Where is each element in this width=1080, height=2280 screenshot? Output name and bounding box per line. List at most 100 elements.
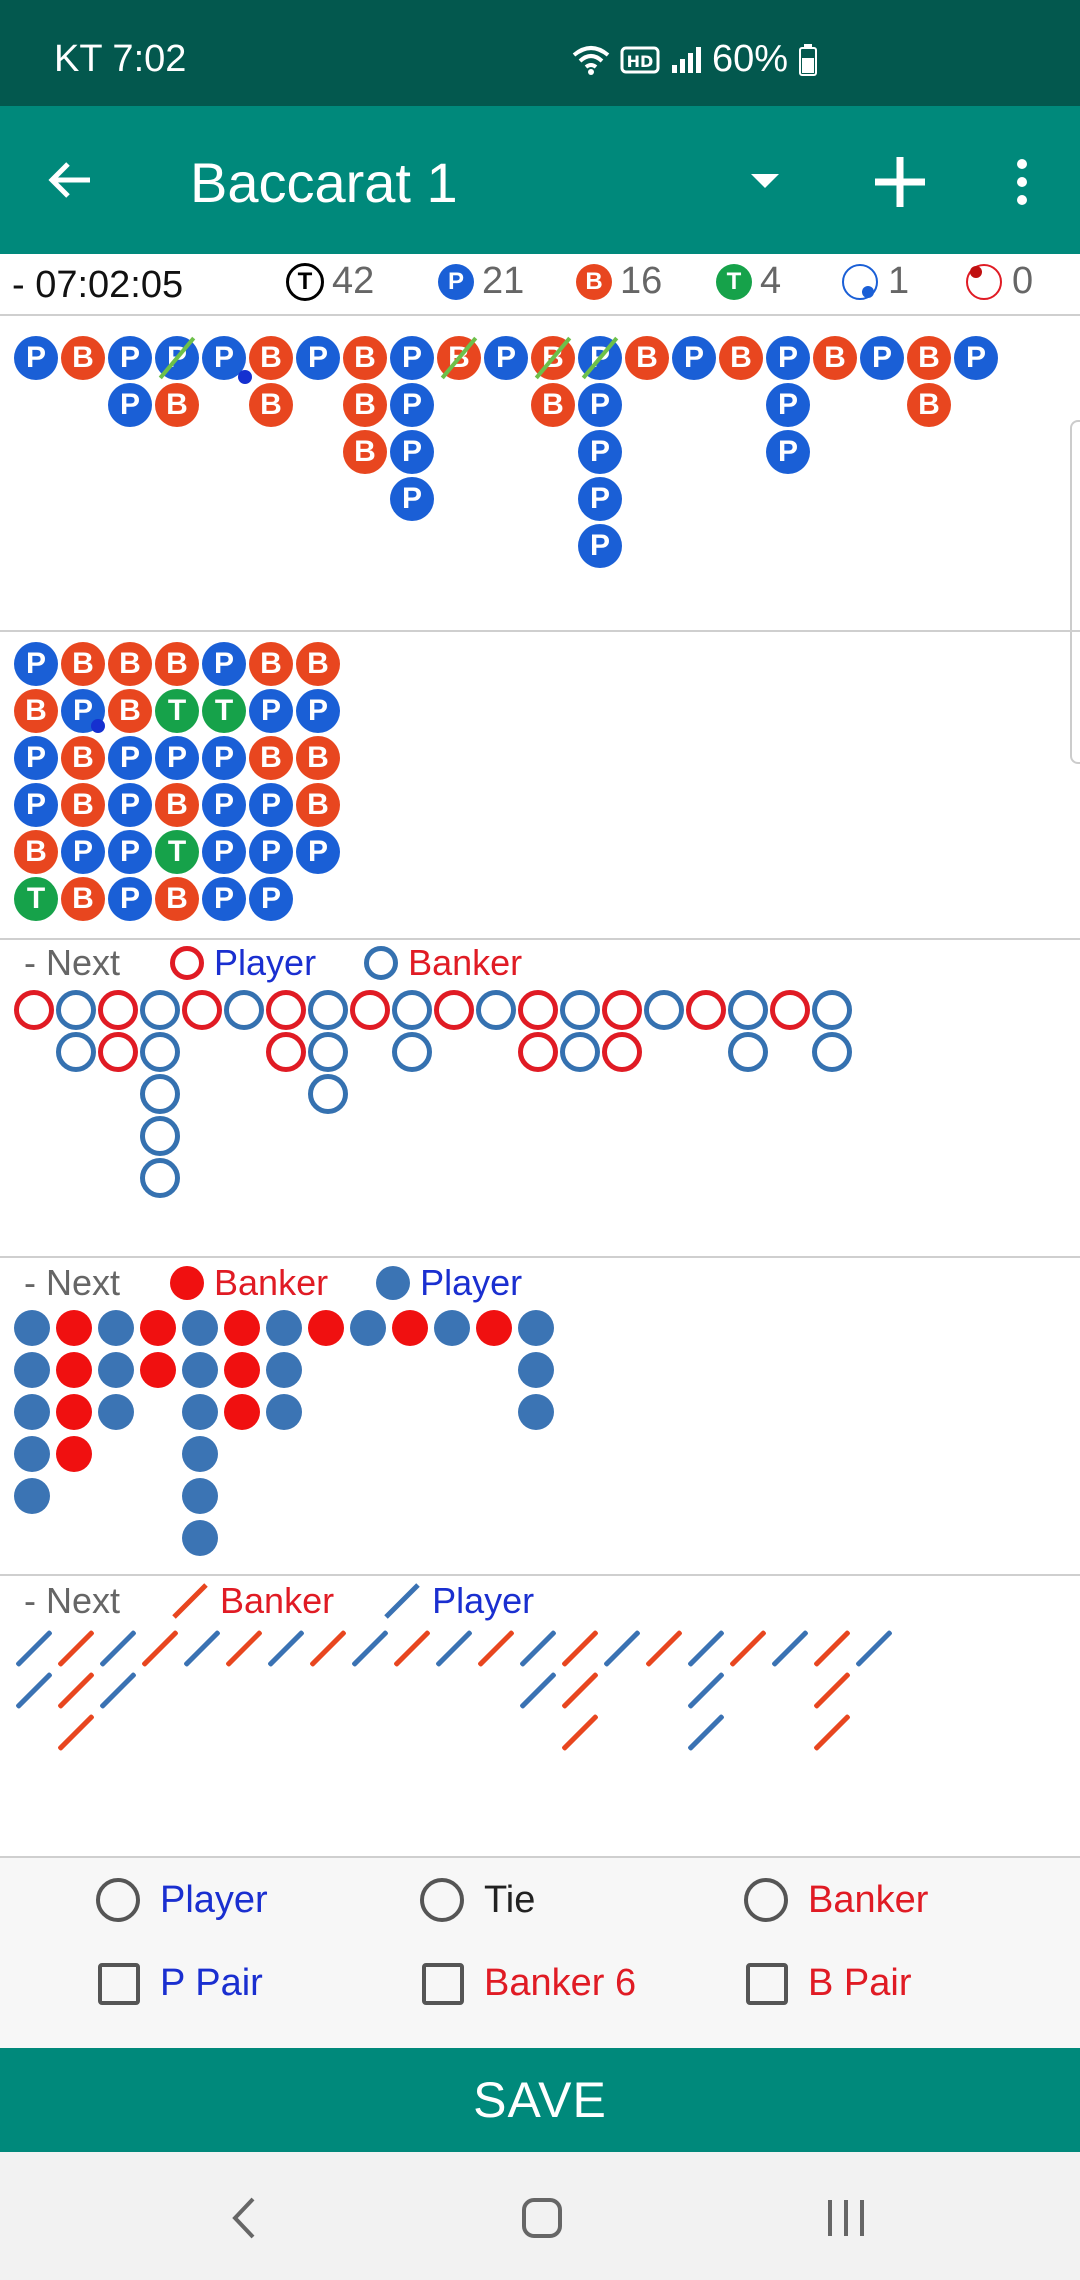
blue-ring-icon <box>364 946 399 980</box>
bead-plate-bead: B <box>61 642 105 686</box>
radio-circle[interactable] <box>96 1878 140 1922</box>
bead-plate-bead: T <box>202 689 246 733</box>
bead-plate-bead: P <box>296 689 340 733</box>
legend-banker: Banker <box>214 1262 329 1303</box>
small-road-mark <box>56 1352 92 1388</box>
b-pair-label: B Pair <box>808 1962 912 2004</box>
stat-banker: B 16 <box>576 260 662 303</box>
nav-recents-icon[interactable] <box>816 2188 876 2248</box>
big-road-bead: P <box>766 336 810 380</box>
big-road[interactable]: PBPPPBPBBPBBBPPPPBPBBPPPPPBPBPPPBPBBP <box>0 316 1080 630</box>
more-vert-icon[interactable] <box>1004 150 1040 214</box>
wifi-icon <box>572 45 610 75</box>
small-road-mark <box>56 1436 92 1472</box>
timer: - 07:02:05 <box>12 264 184 306</box>
cockroach-mark <box>351 1629 389 1668</box>
arrow-back-icon[interactable] <box>40 150 100 210</box>
cockroach-mark <box>687 1629 725 1668</box>
big-road-bead: P <box>578 383 622 427</box>
bead-plate-bead: P <box>249 877 293 921</box>
bead-plate-bead: T <box>14 877 58 921</box>
app-bar: Baccarat 1 <box>0 106 1080 254</box>
big-eye-mark <box>140 990 180 1030</box>
small-road-mark <box>140 1352 176 1388</box>
bead-plate-bead: P <box>108 877 152 921</box>
bead-plate-bead: B <box>61 736 105 780</box>
checkbox-box[interactable] <box>422 1962 464 2005</box>
big-road-bead: P <box>578 477 622 521</box>
p-pair-checkbox[interactable]: P Pair <box>98 1962 263 2005</box>
bead-plate-bead: B <box>14 830 58 874</box>
small-road-mark <box>266 1352 302 1388</box>
cockroach-mark <box>687 1671 725 1710</box>
tie-radio[interactable]: Tie <box>420 1878 535 1922</box>
small-road-mark <box>56 1310 92 1346</box>
cockroach-mark <box>15 1629 53 1668</box>
status-time: KT 7:02 <box>54 38 187 80</box>
banker6-checkbox[interactable]: Banker 6 <box>422 1962 636 2005</box>
banker-radio[interactable]: Banker <box>744 1878 928 1922</box>
page-title: Baccarat 1 <box>190 151 458 214</box>
legend-player: Player <box>214 942 317 983</box>
big-eye-mark <box>98 990 138 1030</box>
cockroach-mark <box>687 1713 725 1752</box>
bead-plate-bead: B <box>61 877 105 921</box>
big-eye-mark <box>392 990 432 1030</box>
checkbox-box[interactable] <box>98 1962 140 2005</box>
dropdown-icon[interactable] <box>740 160 790 200</box>
small-road-mark <box>14 1394 50 1430</box>
cockroach-mark <box>813 1671 851 1710</box>
checkbox-box[interactable] <box>746 1962 788 2005</box>
bead-plate-bead: P <box>202 830 246 874</box>
cockroach-road[interactable]: - Next Banker Player <box>0 1576 1080 1856</box>
stat-tie: T 4 <box>716 260 781 303</box>
bead-plate-bead: P <box>249 689 293 733</box>
player-pair-icon <box>842 263 878 300</box>
banker-pair-count: 0 <box>1012 260 1034 302</box>
big-eye-mark <box>392 1032 432 1072</box>
small-road[interactable]: - Next Banker Player <box>0 1258 1080 1574</box>
cockroach-mark <box>729 1629 767 1668</box>
bead-plate-bead: P <box>108 830 152 874</box>
big-eye-road[interactable]: - Next Player Banker <box>0 940 1080 1256</box>
cockroach-mark <box>309 1629 347 1668</box>
bead-plate-bead: P <box>108 736 152 780</box>
big-road-bead: B <box>625 336 669 380</box>
big-road-bead: P <box>390 430 434 474</box>
big-road-bead: B <box>343 430 387 474</box>
bead-plate-bead: P <box>14 783 58 827</box>
cockroach-mark <box>645 1629 683 1668</box>
big-road-bead: P <box>108 383 152 427</box>
player-radio[interactable]: Player <box>96 1878 268 1922</box>
bead-plate-bead: P <box>202 736 246 780</box>
big-eye-mark <box>350 990 390 1030</box>
legend-banker: Banker <box>408 942 523 983</box>
small-road-mark <box>98 1394 134 1430</box>
save-button[interactable]: SAVE <box>0 2048 1080 2152</box>
cockroach-mark <box>519 1629 557 1668</box>
bead-plate-bead: T <box>155 830 199 874</box>
big-eye-mark <box>14 990 54 1030</box>
legend-player: Player <box>432 1580 535 1621</box>
divider <box>0 1856 1080 1858</box>
stat-banker-pair: 0 <box>964 260 1033 303</box>
radio-circle[interactable] <box>420 1878 464 1922</box>
player-radio-label: Player <box>160 1878 268 1921</box>
small-road-mark <box>140 1310 176 1346</box>
plus-icon[interactable] <box>868 150 932 214</box>
player-pair-dot <box>91 719 105 733</box>
cockroach-grid <box>0 1624 1080 1844</box>
banker6-label: Banker 6 <box>484 1962 637 2004</box>
bead-plate-bead: T <box>155 689 199 733</box>
big-eye-mark <box>308 990 348 1030</box>
radio-circle[interactable] <box>744 1878 788 1922</box>
small-road-mark <box>224 1310 260 1346</box>
small-road-mark <box>308 1310 344 1346</box>
b-pair-checkbox[interactable]: B Pair <box>746 1962 911 2005</box>
banker-radio-label: Banker <box>808 1878 929 1921</box>
divider <box>0 1256 1080 1258</box>
nav-home-icon[interactable] <box>512 2188 572 2248</box>
nav-back-icon[interactable] <box>214 2188 274 2248</box>
next-label: - Next <box>24 942 121 983</box>
